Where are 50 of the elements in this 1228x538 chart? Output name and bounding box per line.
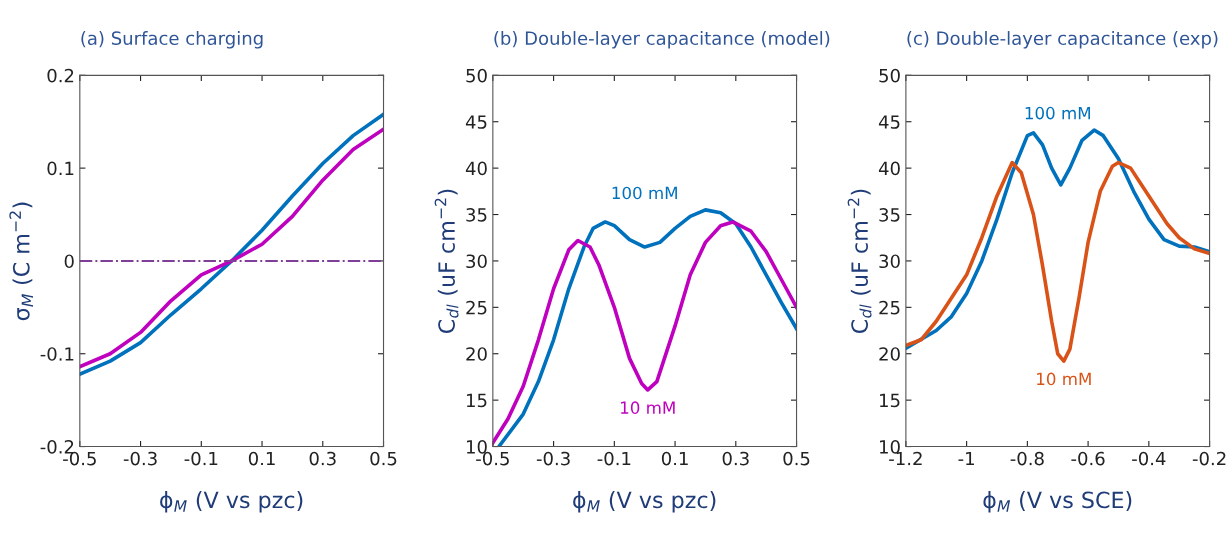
y-tick-label: 45 [878,115,900,129]
x-tick-label: 0.5 [370,451,397,466]
y-tick-label: 25 [879,300,900,315]
chart-title: (b) Double-layer capacitance (model) [494,31,830,49]
x-tick-label: 0.3 [722,451,749,466]
series-label: 10 mM [1037,372,1091,386]
x-tick-label: 0.1 [661,451,688,466]
y-axis-title: σ$_{M}$ (C m$^{−2}$) [9,202,34,321]
y-tick-label: 20 [879,347,900,361]
y-tick-label: 45 [465,115,487,129]
y-tick-label: 20 [466,347,487,361]
series-label: 100 mM [612,186,677,200]
x-tick-label: -0.3 [536,451,570,466]
x-tick-label: -1 [958,451,974,466]
x-tick-label: -0.2 [1192,451,1226,466]
y-tick-label: 15 [880,393,900,408]
x-tick-label: 0.3 [309,451,336,466]
x-axis-title: ϕ$_{M}$ (V vs pzc) [573,491,716,513]
y-tick-label: 40 [878,161,900,176]
y-axis-title: C$_{dl}$ (uF cm$^{−2}$) [434,189,459,334]
x-axis-title: ϕ$_{M}$ (V vs SCE) [983,491,1132,513]
y-tick-label: 0.1 [47,161,74,176]
y-tick-label: 35 [879,207,900,222]
y-tick-label: 30 [879,254,900,269]
y-tick-label: 40 [465,161,487,176]
x-tick-label: 0.5 [783,451,810,466]
y-tick-label: 50 [879,68,900,83]
x-tick-label: -0.6 [1071,451,1105,466]
x-axis-title: ϕ$_{M}$ (V vs pzc) [160,491,303,513]
y-axis-title: C$_{dl}$ (uF cm$^{−2}$) [847,189,872,334]
series-label: 10 mM [621,401,675,414]
series-label: 100 mM [1025,106,1090,120]
y-tick-label: 30 [466,254,487,269]
y-tick-label: 25 [466,300,487,315]
x-tick-label: -0.1 [184,451,218,466]
x-tick-label: 0.1 [248,451,275,466]
x-tick-label: -0.8 [1010,451,1044,466]
chart-title: (a) Surface charging [81,31,263,49]
y-tick-label: 15 [467,393,487,408]
y-tick-label: 50 [466,68,487,83]
chart-title: (c) Double-layer capacitance (exp) [907,31,1218,49]
x-tick-label: -0.4 [1132,451,1166,466]
y-tick-label: 0 [64,254,74,269]
y-tick-label: -0.1 [40,347,74,361]
y-tick-label: 0.2 [47,68,74,83]
line-series [905,128,1210,350]
x-tick-label: -0.3 [123,451,157,466]
x-tick-label: -0.1 [597,451,631,466]
y-tick-label: 35 [466,207,487,222]
line-series [905,160,1210,363]
